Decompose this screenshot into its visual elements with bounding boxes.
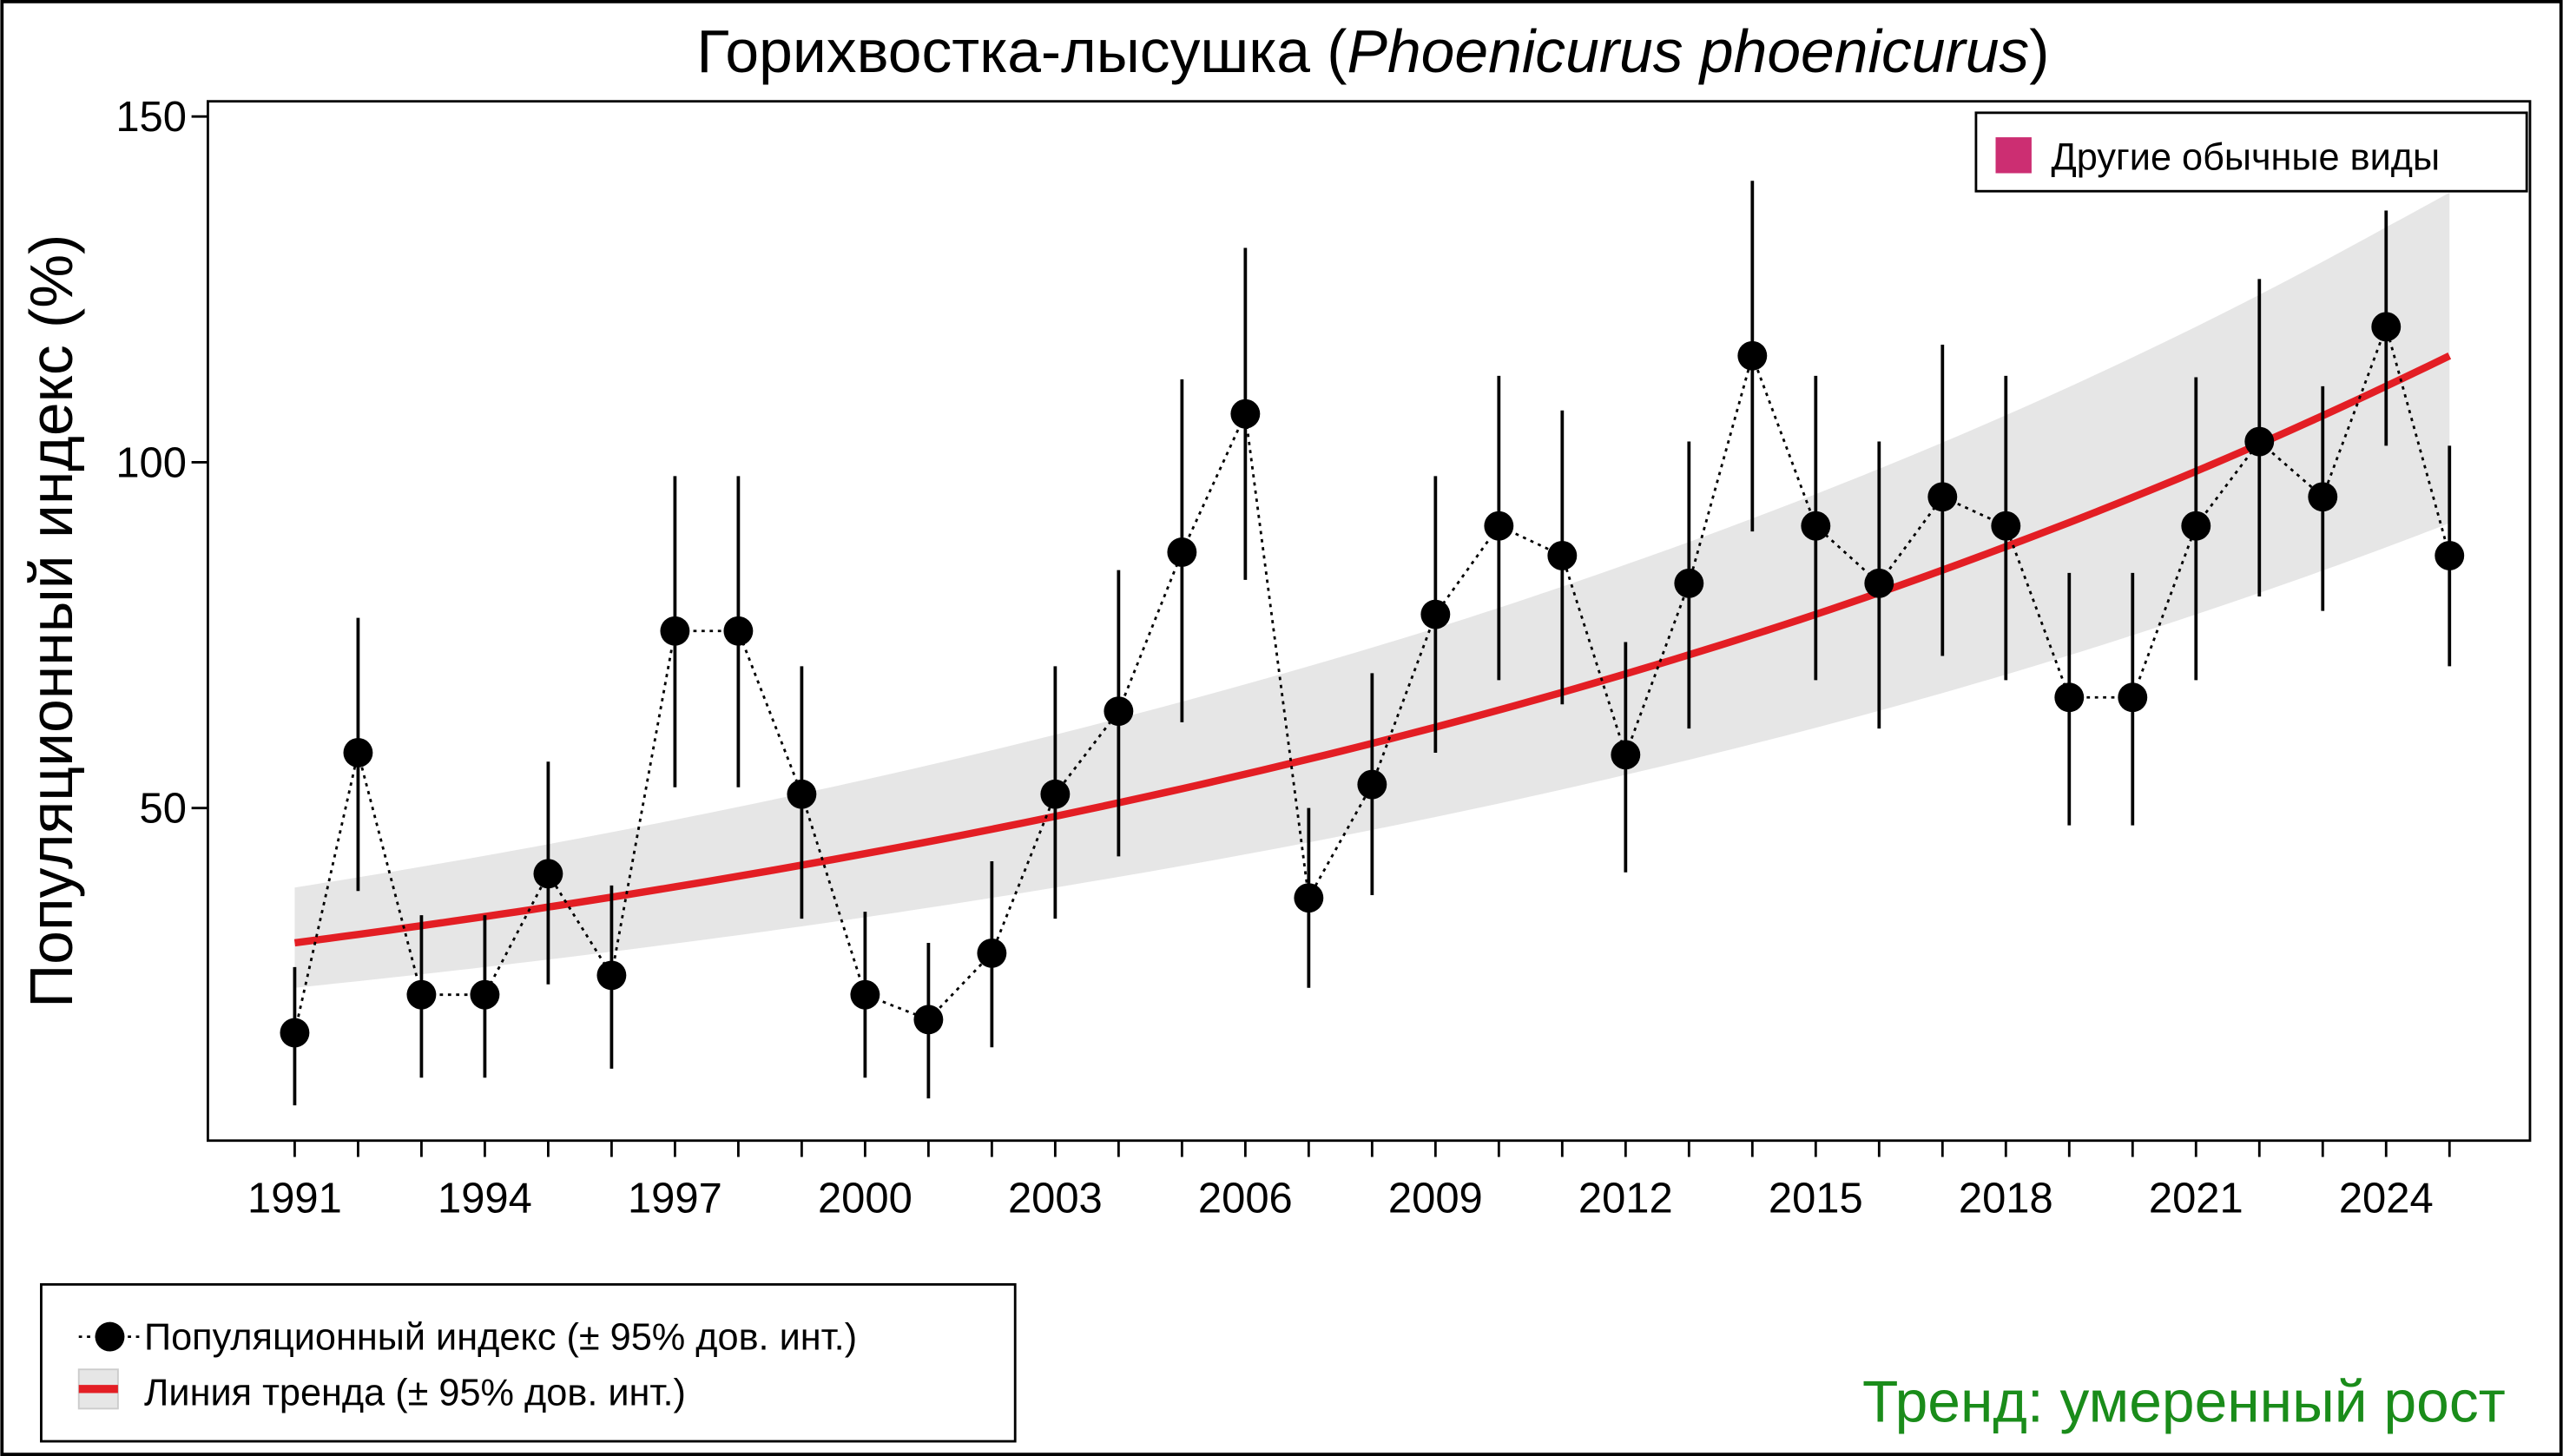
- index-point-2018: [1991, 511, 2021, 541]
- y-axis-label: Популяционный индекс (%): [17, 234, 85, 1008]
- index-point-2020: [2118, 682, 2148, 713]
- group-legend-swatch: [1995, 137, 2032, 174]
- x-tick-label-2018: 2018: [1959, 1176, 2053, 1222]
- index-point-2010: [1484, 511, 1514, 541]
- legend-index-label: Популяционный индекс (± 95% дов. инт.): [144, 1317, 857, 1359]
- x-tick-label-2012: 2012: [1578, 1176, 1673, 1222]
- x-tick-label-2021: 2021: [2149, 1176, 2243, 1222]
- x-tick-label-1991: 1991: [247, 1176, 342, 1222]
- x-tick-label-2009: 2009: [1388, 1176, 1483, 1222]
- trend-ci-band: [294, 192, 2450, 988]
- x-tick-label-1997: 1997: [628, 1176, 722, 1222]
- index-point-2000: [850, 979, 880, 1010]
- index-point-2022: [2244, 426, 2275, 457]
- chart-title: Горихвостка-лысушка (Phoenicurus phoenic…: [696, 17, 2049, 85]
- index-point-2017: [1927, 482, 1958, 512]
- index-point-2016: [1864, 568, 1894, 598]
- title-italic: Phoenicurus phoenicurus: [1347, 17, 2030, 85]
- index-point-1994: [470, 979, 500, 1010]
- x-tick-label-2003: 2003: [1008, 1176, 1103, 1222]
- index-point-2025: [2435, 541, 2465, 570]
- trend-classification-label: Тренд: умеренный рост: [1862, 1369, 2506, 1434]
- y-tick-label-50: 50: [140, 786, 187, 833]
- series-legend-box: [40, 1282, 1017, 1443]
- x-tick-label-1994: 1994: [438, 1176, 532, 1222]
- y-axis: 50 100 150: [115, 94, 208, 833]
- y-tick-label-100: 100: [115, 439, 187, 486]
- legend-index-marker: [95, 1321, 125, 1352]
- index-point-2013: [1674, 568, 1704, 598]
- index-point-2015: [1801, 511, 1831, 541]
- series-legend: Популяционный индекс (± 95% дов. инт.) Л…: [40, 1282, 1017, 1443]
- index-point-1997: [660, 616, 690, 646]
- index-point-2004: [1104, 696, 1134, 727]
- trend-ci-band-group: [294, 192, 2450, 988]
- index-point-2011: [1547, 541, 1578, 570]
- x-tick-label-2024: 2024: [2339, 1176, 2434, 1222]
- plot-area-border: [207, 100, 2532, 1143]
- index-point-2009: [1420, 599, 1451, 629]
- y-tick-label-150: 150: [115, 94, 187, 141]
- x-axis: 1991 1994 1997 2000 2003 2006 2009 2012 2015 2018…: [247, 1140, 2451, 1222]
- index-point-1995: [533, 859, 563, 889]
- title-main: Горихвостка-лысушка (: [696, 17, 1347, 85]
- index-point-2005: [1167, 537, 1197, 567]
- x-tick-label-2000: 2000: [818, 1176, 913, 1222]
- index-point-2024: [2371, 312, 2402, 342]
- index-point-1991: [280, 1018, 310, 1048]
- index-series-group: [280, 181, 2465, 1106]
- index-point-2002: [977, 938, 1007, 968]
- title-end: ): [2029, 17, 2049, 85]
- index-point-2007: [1294, 883, 1324, 913]
- index-point-2001: [913, 1005, 944, 1035]
- index-point-2014: [1737, 340, 1768, 371]
- group-legend: Другие обычные виды: [1974, 111, 2528, 193]
- x-tick-label-2015: 2015: [1769, 1176, 1863, 1222]
- group-legend-box: [1974, 111, 2528, 193]
- index-point-1996: [596, 960, 627, 991]
- x-tick-label-2006: 2006: [1198, 1176, 1293, 1222]
- index-point-2003: [1040, 779, 1071, 809]
- index-point-1993: [406, 979, 437, 1010]
- index-point-2023: [2308, 482, 2338, 512]
- index-point-2012: [1611, 740, 1641, 770]
- index-point-2008: [1357, 769, 1387, 800]
- index-point-1999: [787, 779, 817, 809]
- index-point-1992: [343, 738, 373, 768]
- legend-trend-label: Линия тренда (± 95% дов. инт.): [144, 1373, 686, 1414]
- index-point-2006: [1230, 399, 1261, 429]
- index-point-2019: [2054, 682, 2085, 713]
- index-point-2021: [2181, 511, 2211, 541]
- group-legend-label: Другие обычные виды: [2051, 137, 2440, 179]
- index-point-1998: [723, 616, 754, 646]
